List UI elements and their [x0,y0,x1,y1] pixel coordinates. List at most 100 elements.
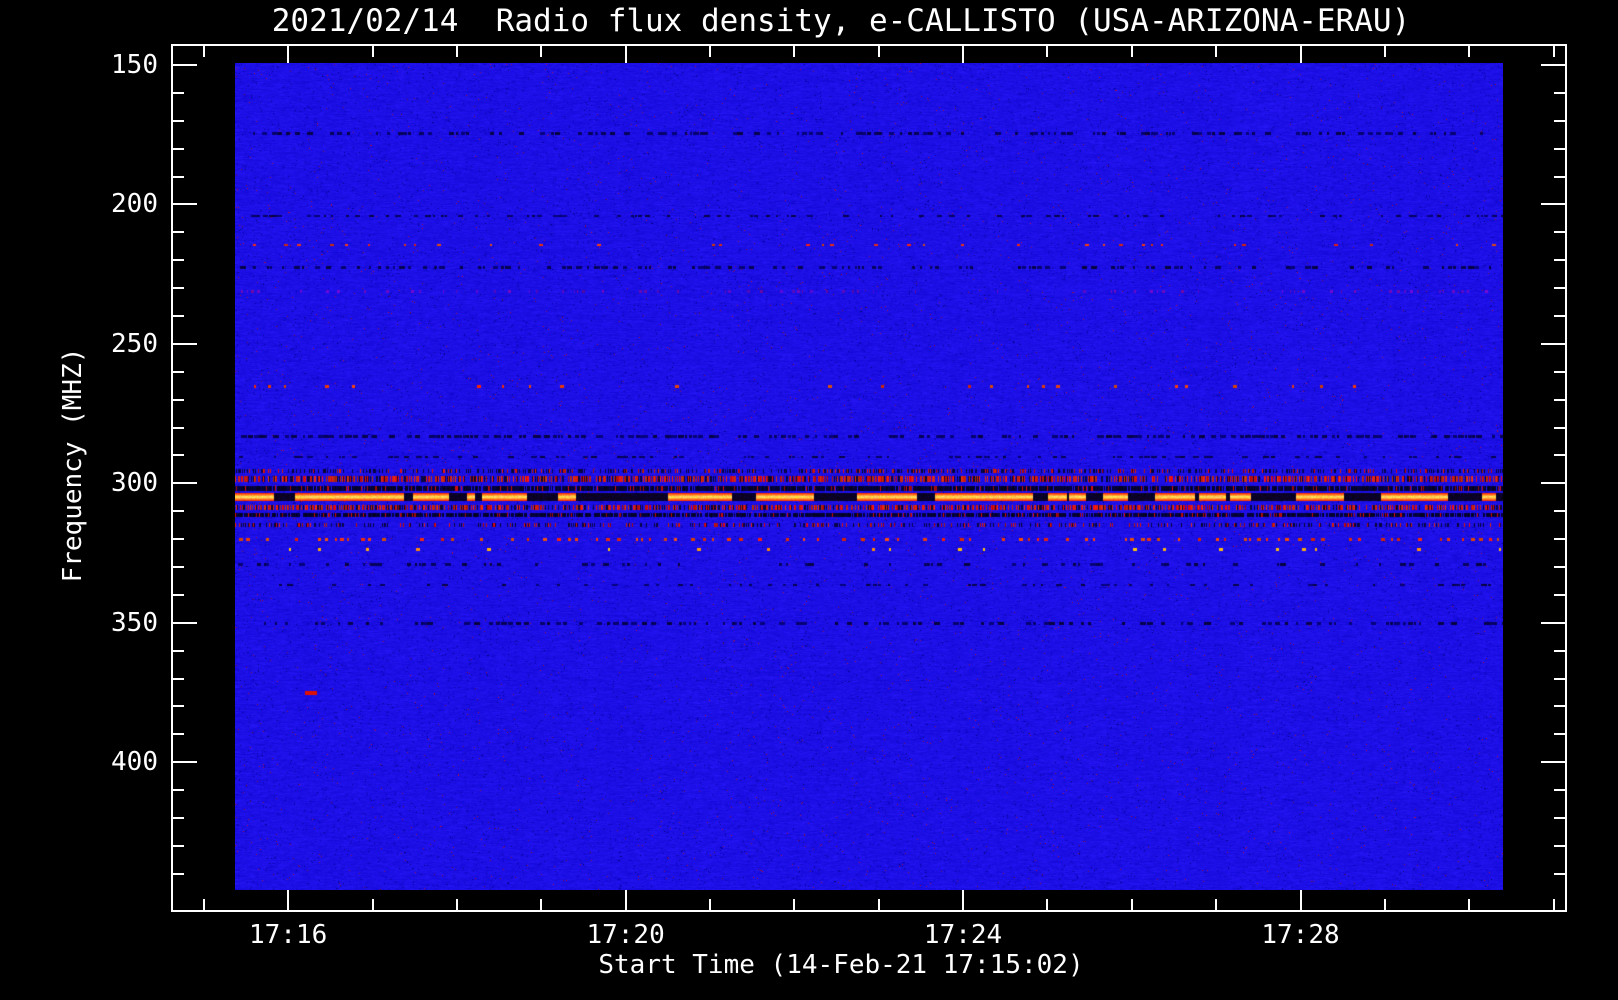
x-axis-tick-major-top [287,46,290,66]
x-axis-tick-minor [877,899,880,910]
y-axis-tick-minor [173,538,184,541]
y-axis-tick-major [173,203,197,206]
y-axis-tick-minor-right [1554,705,1565,708]
x-axis-tick-minor-top [540,46,543,57]
y-tick-label: 300 [111,468,158,499]
y-axis-tick-minor-right [1554,454,1565,457]
y-axis-tick-minor-right [1554,844,1565,847]
y-axis-tick-minor [173,259,184,262]
x-axis-tick-minor-top [1552,46,1555,57]
y-axis-tick-minor [173,733,184,736]
y-axis-tick-minor [173,649,184,652]
y-axis-tick-minor-right [1554,91,1565,94]
y-axis-tick-minor [173,705,184,708]
y-axis-tick-minor-right [1554,649,1565,652]
y-axis-tick-minor-right [1554,677,1565,680]
y-axis-tick-minor-right [1554,175,1565,178]
y-axis-tick-minor-right [1554,119,1565,122]
y-axis-tick-minor-right [1554,370,1565,373]
x-tick-label: 17:28 [1261,920,1340,950]
x-axis-tick-major-top [962,46,965,66]
y-axis-tick-minor [173,119,184,122]
y-axis-tick-minor-right [1554,231,1565,234]
x-axis-tick-minor [455,899,458,910]
y-axis-tick-major-right [1541,203,1565,206]
y-axis-tick-minor [173,147,184,150]
x-axis-tick-minor-top [371,46,374,57]
x-axis-tick-major-top [1299,46,1302,66]
x-axis-tick-minor [1383,899,1386,910]
y-axis-tick-minor-right [1554,789,1565,792]
x-axis-tick-minor [1046,899,1049,910]
y-axis-tick-minor-right [1554,538,1565,541]
x-tick-label: 17:24 [923,920,1003,950]
y-axis-tick-major [173,621,197,624]
y-axis-tick-major-right [1541,761,1565,764]
y-axis-tick-minor [173,314,184,317]
x-axis-tick-minor [1215,899,1218,910]
x-axis-tick-minor [708,899,711,910]
y-axis-tick-minor [173,677,184,680]
y-axis-tick-minor-right [1554,314,1565,317]
y-axis-tick-minor-right [1554,147,1565,150]
y-axis-tick-major-right [1541,621,1565,624]
x-axis-tick-minor [371,899,374,910]
x-axis-title: Start Time (14-Feb-21 17:15:02) [598,950,1084,980]
y-axis-tick-minor [173,789,184,792]
y-axis-tick-minor-right [1554,566,1565,568]
y-tick-label: 250 [111,328,158,359]
x-axis-tick-major [624,890,627,910]
x-axis-tick-minor-top [1130,46,1133,57]
y-axis-tick-minor [173,370,184,373]
chart-title: 2021/02/14 Radio flux density, e-CALLIST… [271,3,1411,39]
y-axis-tick-minor [173,510,184,513]
y-axis-tick-minor [173,454,184,457]
y-axis-tick-minor [173,398,184,401]
y-axis-tick-minor-right [1554,872,1565,875]
y-axis-tick-minor-right [1554,510,1565,513]
y-axis-tick-major-right [1541,482,1565,485]
x-axis-tick-minor-top [455,46,458,57]
y-tick-label: 350 [111,607,158,638]
y-axis-tick-major [173,482,197,485]
x-axis-tick-minor [540,899,543,910]
x-axis-tick-minor-top [1215,46,1218,57]
x-axis-tick-major-top [624,46,627,66]
x-axis-tick-minor [1468,899,1471,910]
y-axis-tick-minor-right [1554,817,1565,820]
x-axis-tick-minor-top [793,46,796,57]
y-axis-tick-minor-right [1554,398,1565,401]
x-axis-tick-minor-top [1383,46,1386,57]
x-axis-tick-minor-top [1468,46,1471,57]
y-axis-tick-minor [173,844,184,847]
y-axis-tick-minor [173,231,184,234]
x-axis-tick-major [1299,890,1302,910]
y-axis-tick-minor [173,426,184,429]
spectrogram-heatmap [235,63,1503,890]
y-axis-tick-minor [173,175,184,178]
plot-frame [171,44,1567,912]
y-tick-label: 200 [111,189,158,220]
x-tick-label: 17:16 [249,920,328,950]
x-axis-tick-minor [1130,899,1133,910]
x-axis-tick-minor [1552,899,1555,910]
y-axis-tick-major [173,63,197,66]
y-axis-tick-major-right [1541,342,1565,345]
y-tick-label: 150 [111,49,158,80]
y-axis-title: Frequency (MHZ) [58,347,88,583]
x-axis-tick-minor-top [708,46,711,57]
y-tick-label: 400 [111,747,158,778]
y-axis-tick-minor [173,817,184,820]
y-axis-tick-major [173,761,197,764]
y-axis-tick-major [173,342,197,345]
y-axis-tick-minor [173,872,184,875]
x-axis-tick-minor [793,899,796,910]
y-axis-tick-minor-right [1554,426,1565,429]
y-axis-tick-minor-right [1554,593,1565,596]
x-axis-tick-major [962,890,965,910]
y-axis-tick-minor [173,287,184,290]
x-axis-tick-major [287,890,290,910]
x-axis-tick-minor [202,899,205,910]
x-tick-label: 17:20 [586,920,665,950]
